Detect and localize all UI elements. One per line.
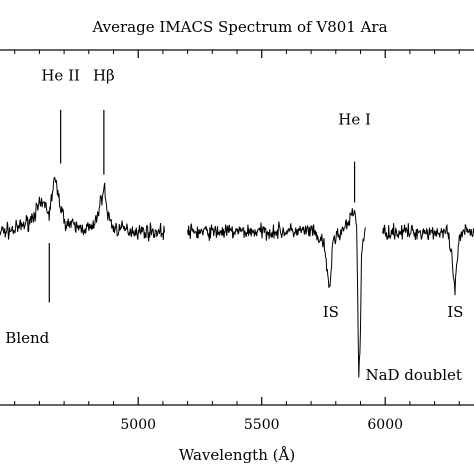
x-axis-label: Wavelength (Å) bbox=[179, 446, 295, 464]
spectrum-segment-3 bbox=[382, 223, 474, 296]
annotation-he-i-2: He I bbox=[338, 111, 371, 129]
spectrum-series bbox=[0, 176, 474, 378]
line-annotations: He II Hβ He I IS IS NaD doublet Bowen Blend bbox=[0, 66, 463, 384]
spectrum-segment-2 bbox=[187, 208, 366, 378]
annotation-is-3: IS bbox=[323, 303, 339, 321]
x-tick-label: 6000 bbox=[367, 417, 403, 433]
x-tick-label: 5000 bbox=[120, 417, 156, 433]
annotation-bowen-blend-6: Bowen Blend bbox=[0, 329, 50, 347]
x-axis: 5000 5500 6000 bbox=[14, 50, 460, 433]
annotation-he-ii-0: He II bbox=[41, 66, 80, 84]
chart-title: Average IMACS Spectrum of V801 Ara bbox=[91, 18, 387, 36]
annotation-is-4: IS bbox=[447, 303, 463, 321]
annotation-nad-doublet-5: NaD doublet bbox=[365, 366, 461, 384]
x-tick-label: 5500 bbox=[244, 417, 280, 433]
annotation-h--1: Hβ bbox=[93, 66, 115, 84]
spectrum-segment-1 bbox=[0, 176, 166, 242]
